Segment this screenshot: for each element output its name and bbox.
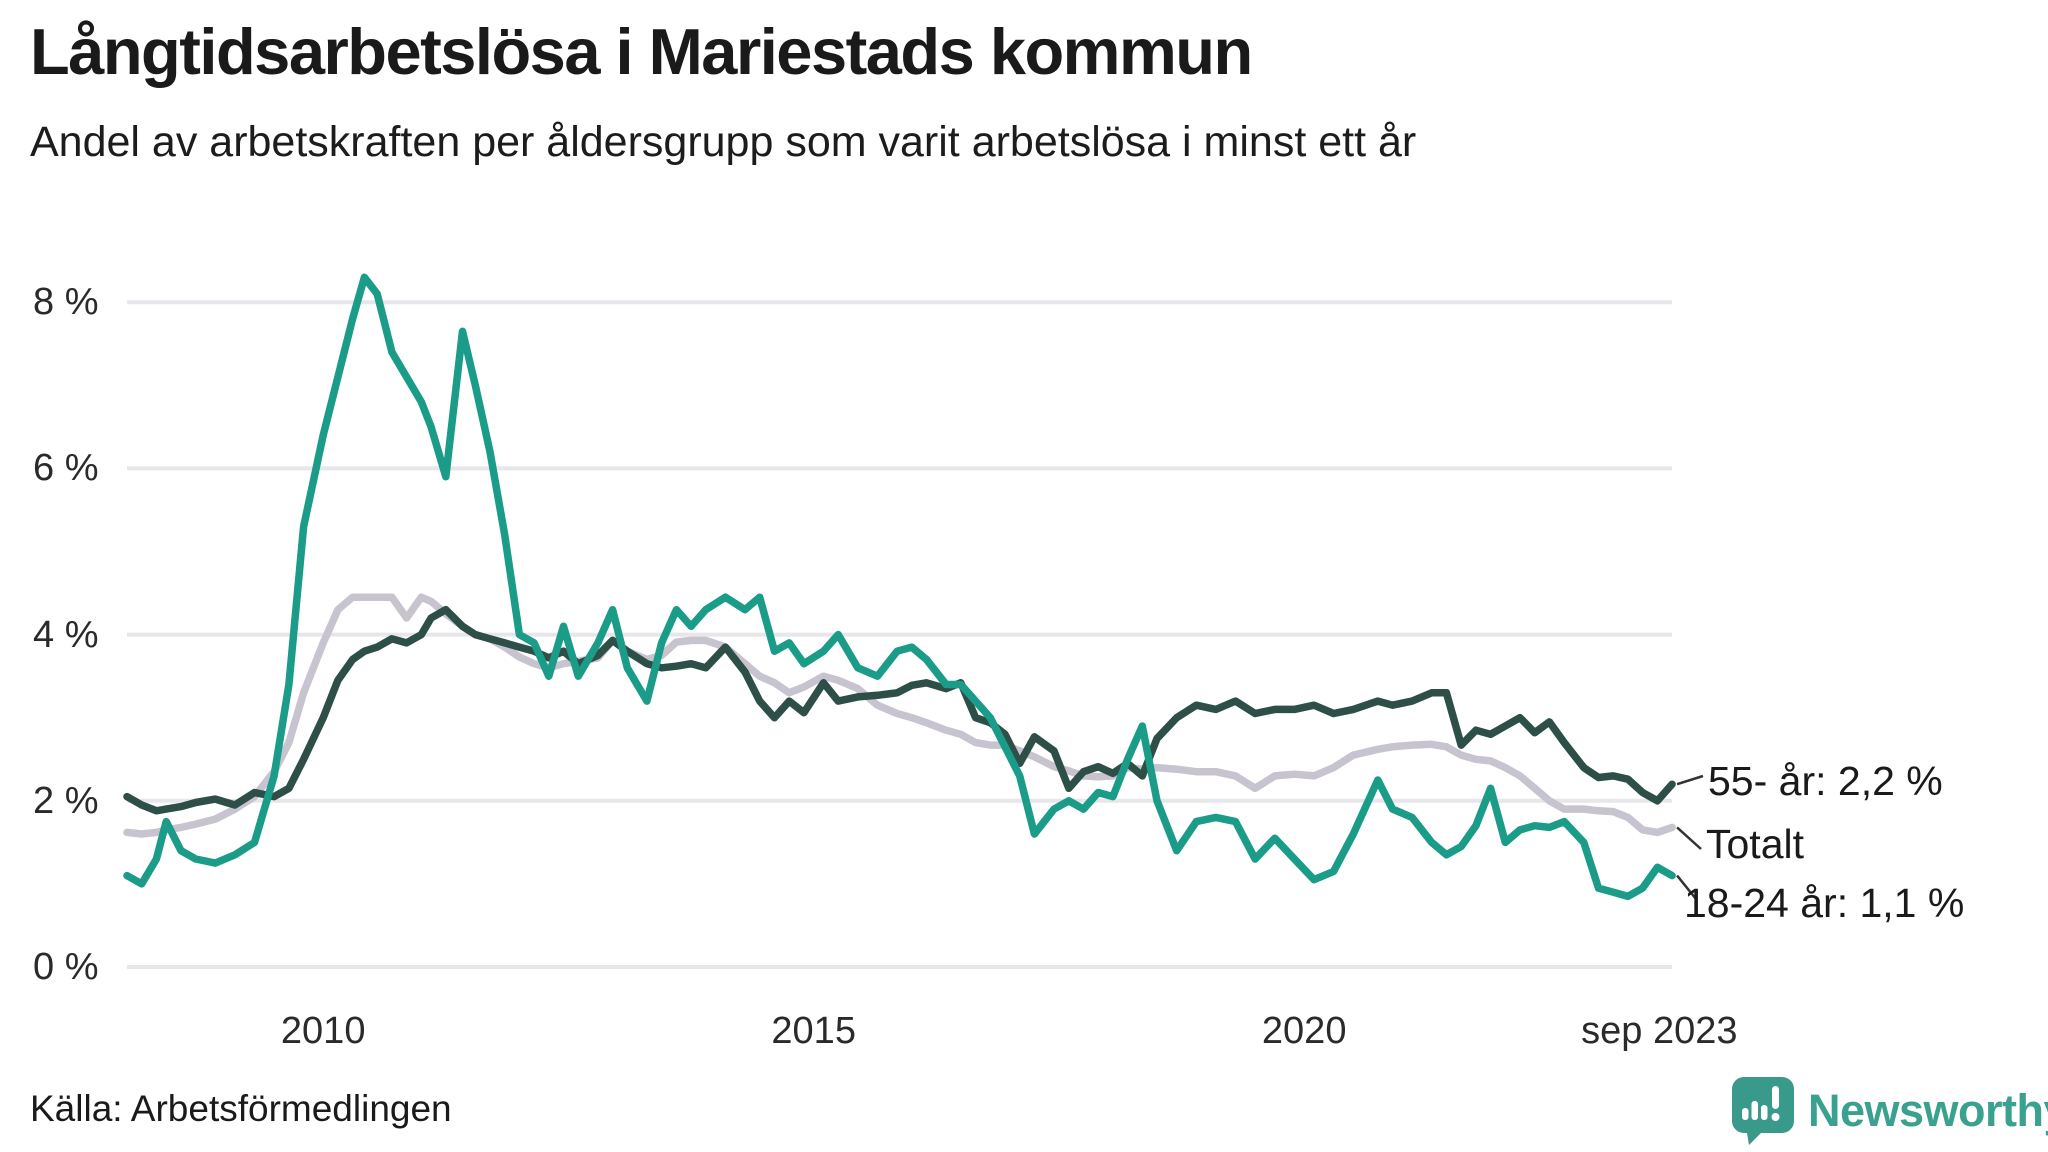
newsworthy-wordmark: Newsworthy (1808, 1085, 2048, 1136)
y-tick-label: 0 % (33, 946, 99, 988)
newsworthy-logo: Newsworthy (1731, 1076, 2048, 1146)
series-label-total: Totalt (1706, 821, 1804, 867)
bar-chart-speech-bubble-icon (1732, 1077, 1794, 1145)
y-tick-label: 4 % (33, 613, 99, 656)
y-tick-label: 8 % (33, 281, 99, 324)
series-line-55-r (123, 605, 1676, 815)
source-attribution: Källa: Arbetsförmedlingen (30, 1088, 452, 1129)
x-tick-label: 2010 (280, 1010, 366, 1052)
page-title: Långtidsarbetslösa i Mariestads kommun (30, 15, 1253, 88)
x-tick-label: 2015 (771, 1010, 856, 1052)
series-label-55-plus: 55- år: 2,2 % (1708, 758, 1943, 804)
series-line-totalt (123, 593, 1676, 838)
label-connector (1676, 874, 1697, 900)
series-label-18-24: 18-24 år: 1,1 % (1684, 880, 1965, 926)
y-tick-label: 6 % (33, 447, 99, 490)
series-line-18-24-r (123, 273, 1676, 901)
label-connector (1676, 826, 1702, 850)
chart-subtitle: Andel av arbetskraften per åldersgrupp s… (30, 118, 1417, 166)
y-tick-label: 2 % (33, 779, 99, 822)
x-tick-label: sep 2023 (1581, 1010, 1738, 1052)
x-tick-label: 2020 (1261, 1010, 1347, 1052)
label-connector (1676, 774, 1704, 786)
